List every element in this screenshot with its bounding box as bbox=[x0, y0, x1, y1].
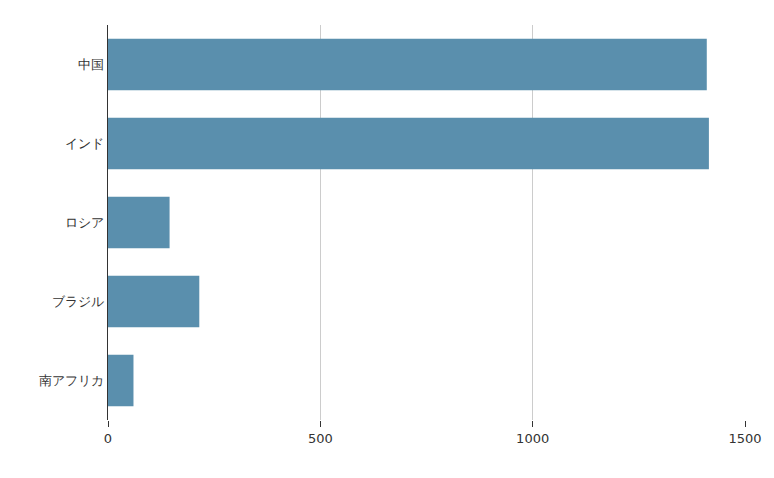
svg-text:ブラジル: ブラジル bbox=[52, 294, 104, 309]
svg-text:500: 500 bbox=[308, 431, 333, 446]
svg-text:南アフリカ: 南アフリカ bbox=[39, 373, 104, 388]
svg-text:1500: 1500 bbox=[728, 431, 761, 446]
svg-text:0: 0 bbox=[104, 431, 112, 446]
svg-text:中国: 中国 bbox=[78, 57, 104, 72]
svg-text:1000: 1000 bbox=[516, 431, 549, 446]
svg-text:インド: インド bbox=[65, 136, 104, 151]
svg-text:ロシア: ロシア bbox=[65, 215, 104, 230]
